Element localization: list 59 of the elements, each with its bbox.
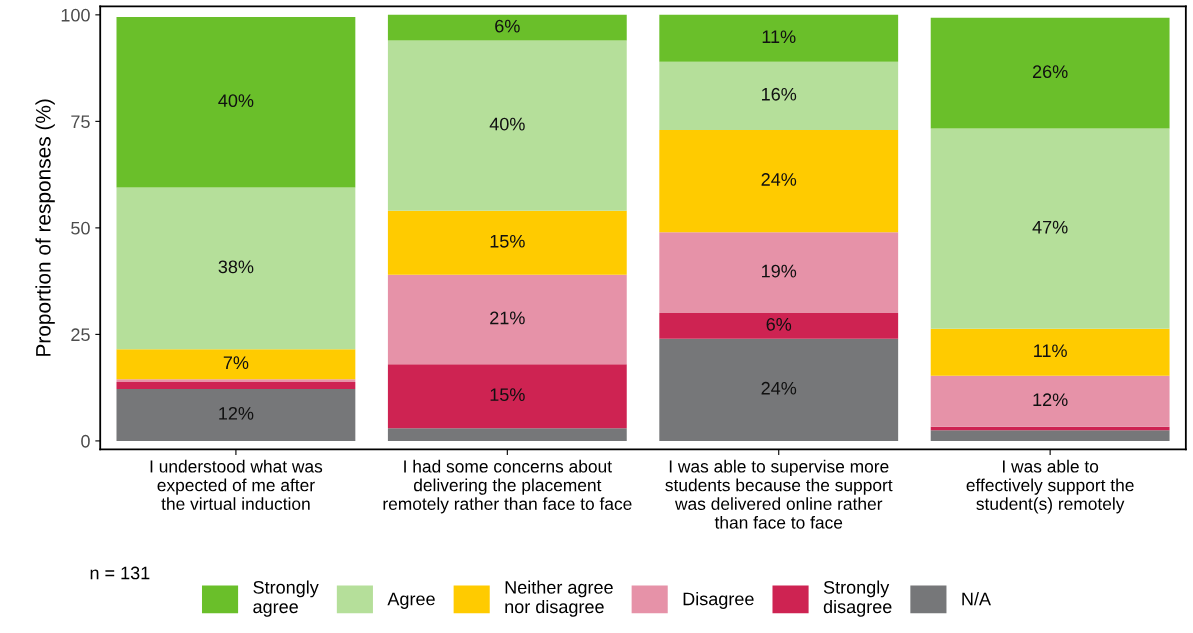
y-tick-label: 75 <box>71 115 90 129</box>
bar <box>659 14 899 62</box>
data-label: 21% <box>490 311 525 325</box>
legend-label: Neither agree nor disagree <box>505 580 613 617</box>
bar <box>116 379 356 383</box>
data-label: 38% <box>218 260 254 274</box>
text: n = 131 <box>90 566 150 580</box>
legend-label: Agree <box>387 592 435 609</box>
data-label: 47% <box>1032 220 1068 234</box>
data-label: 15% <box>490 388 525 402</box>
bar <box>116 16 356 188</box>
data-label: 6% <box>766 317 792 331</box>
bar <box>387 14 627 41</box>
data-label: 15% <box>490 234 525 248</box>
data-label: 11% <box>762 30 796 44</box>
y-tick-label: 100 <box>61 8 90 22</box>
legend-label: Disagree <box>683 592 754 609</box>
bar <box>387 428 627 441</box>
bar <box>930 375 1170 427</box>
data-label: 24% <box>761 381 797 395</box>
y-tick-label: 50 <box>71 221 90 235</box>
bar <box>116 187 356 350</box>
data-label: 16% <box>762 87 797 101</box>
data-label: 40% <box>489 117 525 131</box>
y-axis-title: Proportion of responses (%) <box>35 99 55 356</box>
x-tick-label: I understood what was expected of me after the virtual induction <box>150 459 323 510</box>
x-tick-label: I was able to effectively support the student(s) remotely <box>966 459 1134 514</box>
bar <box>116 382 356 389</box>
bar <box>930 430 1170 441</box>
data-label: 7% <box>223 356 249 369</box>
bar <box>387 274 627 365</box>
bar <box>930 17 1170 129</box>
bar <box>659 61 899 130</box>
bar <box>387 364 627 429</box>
bar <box>659 129 899 233</box>
bar <box>659 338 899 441</box>
y-tick-label: 0 <box>81 434 90 448</box>
bar <box>930 128 1170 329</box>
bar <box>659 313 899 339</box>
data-label: 12% <box>1033 393 1068 407</box>
y-tick-label: 25 <box>71 328 90 342</box>
bar <box>387 40 627 211</box>
legend-label: Strongly disagree <box>823 580 892 617</box>
data-label: 24% <box>761 173 797 186</box>
data-label: 26% <box>1032 65 1068 79</box>
bar <box>659 232 899 314</box>
bar <box>930 328 1170 376</box>
data-label: 6% <box>495 19 520 33</box>
legend-label: N/A <box>962 592 991 606</box>
data-label: 12% <box>219 406 254 420</box>
bar <box>116 388 356 441</box>
data-label: 11% <box>1034 344 1067 358</box>
bar <box>116 349 356 380</box>
bar <box>387 210 627 275</box>
data-label: 40% <box>218 94 254 108</box>
x-tick-label: I was able to supervise more students because the support was delivered online rather than face to face <box>665 459 893 529</box>
data-label: 19% <box>762 264 797 278</box>
legend-label: Strongly agree <box>253 580 319 617</box>
x-tick-label: I had some concerns about delivering the placement remotely rather than face to face <box>383 459 632 514</box>
